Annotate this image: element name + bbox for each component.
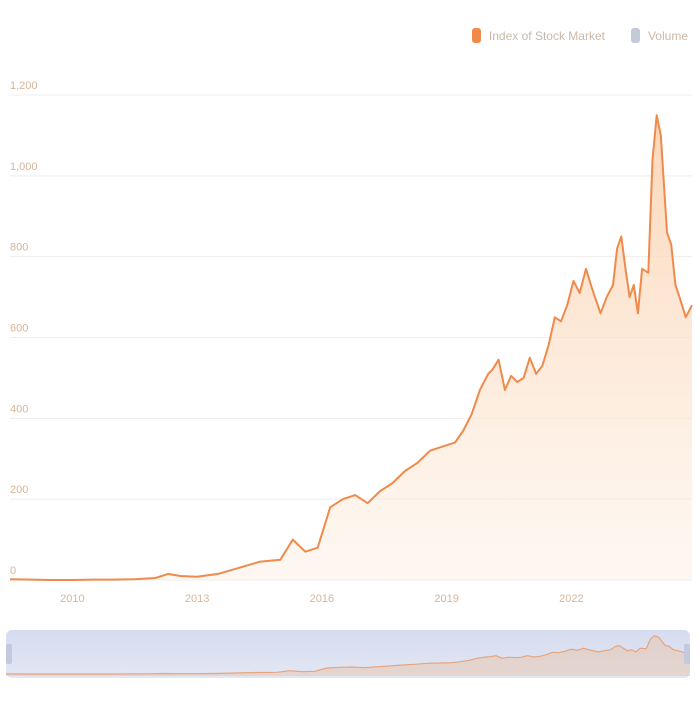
y-tick-label: 200	[10, 484, 28, 496]
gridlines	[10, 94, 692, 581]
series-area	[10, 115, 692, 580]
y-tick-label: 800	[10, 242, 28, 254]
legend-swatch-volume	[630, 28, 640, 43]
legend-label-index: Index of Stock Market	[488, 28, 605, 43]
legend-item-index[interactable]: Index of Stock Market	[471, 28, 605, 43]
y-tick-label: 0	[10, 565, 16, 577]
y-axis: 0 200 400 600 800 1,000 1,200	[10, 80, 38, 577]
y-tick-label: 1,000	[10, 161, 38, 173]
range-navigator[interactable]	[5, 630, 691, 678]
x-axis: 2010 2013 2016 2019 2022	[60, 593, 584, 605]
navigator-handle-left	[6, 644, 12, 664]
y-tick-label: 400	[10, 403, 28, 415]
navigator-area	[6, 635, 690, 676]
x-tick-label: 2022	[559, 593, 583, 605]
legend-item-volume[interactable]: Volume	[630, 28, 688, 43]
x-tick-label: 2016	[310, 593, 334, 605]
legend-swatch-index	[471, 28, 481, 43]
x-tick-label: 2010	[60, 593, 84, 605]
navigator-line	[5, 635, 691, 675]
x-tick-label: 2019	[434, 593, 458, 605]
series-group	[9, 114, 693, 581]
navigator-handle-right	[684, 644, 690, 664]
legend-label-volume: Volume	[647, 28, 688, 43]
legend: Index of Stock Market Volume	[471, 28, 688, 43]
x-tick-label: 2013	[185, 593, 209, 605]
y-tick-label: 600	[10, 323, 28, 335]
series-line	[9, 114, 693, 581]
y-tick-label: 1,200	[10, 80, 38, 92]
